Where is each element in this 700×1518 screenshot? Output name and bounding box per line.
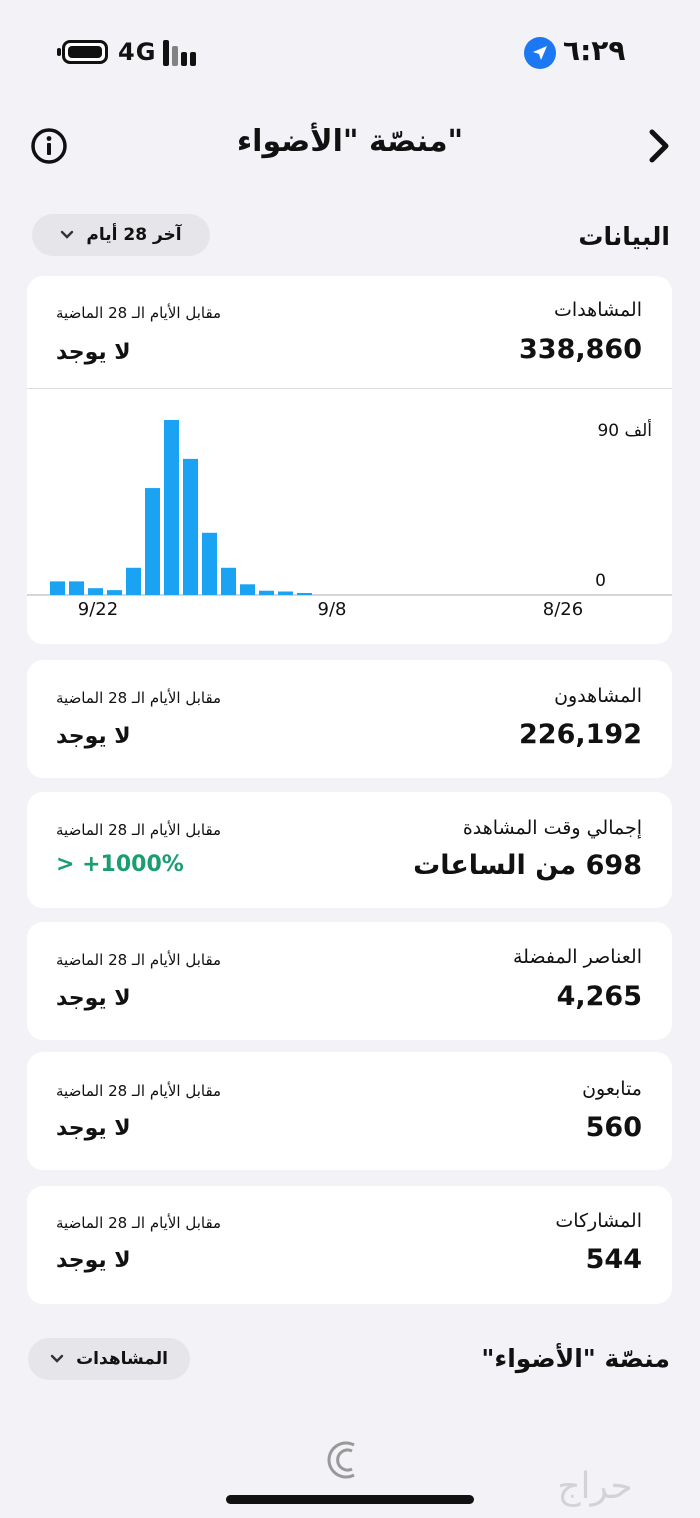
favorites-compare-label: مقابل الأيام الـ 28 الماضية bbox=[56, 951, 222, 969]
watch-time-compare-value: > +1000% bbox=[56, 852, 184, 877]
network-type: 4G bbox=[118, 38, 157, 66]
data-section-title: البيانات bbox=[578, 222, 670, 251]
viewers-compare-value: لا يوجد bbox=[56, 724, 131, 749]
followers-card[interactable]: متابعون 560 مقابل الأيام الـ 28 الماضية … bbox=[27, 1052, 672, 1170]
chevron-down-icon bbox=[61, 230, 74, 239]
favorites-card[interactable]: العناصر المفضلة 4,265 مقابل الأيام الـ 2… bbox=[27, 922, 672, 1040]
watch-time-card[interactable]: إجمالي وقت المشاهدة 698 من الساعات مقابل… bbox=[27, 792, 672, 908]
chart-bar bbox=[202, 532, 217, 595]
metric-dropdown[interactable]: المشاهدات bbox=[28, 1338, 190, 1380]
views-label: المشاهدات bbox=[554, 299, 642, 321]
followers-value: 560 bbox=[585, 1112, 642, 1143]
status-time: ٦:٢٩ bbox=[563, 34, 626, 67]
watch-time-label: إجمالي وقت المشاهدة bbox=[462, 817, 642, 839]
shares-value: 544 bbox=[585, 1244, 642, 1275]
chart-bar bbox=[69, 581, 84, 595]
followers-compare-value: لا يوجد bbox=[56, 1116, 131, 1141]
x-tick-label: 9/22 bbox=[78, 599, 118, 620]
svg-text:حراج: حراج bbox=[557, 1466, 632, 1507]
favorites-value: 4,265 bbox=[556, 981, 642, 1012]
viewers-card[interactable]: المشاهدون 226,192 مقابل الأيام الـ 28 ال… bbox=[27, 660, 672, 778]
viewers-label: المشاهدون bbox=[554, 685, 642, 707]
chart-bar bbox=[221, 567, 236, 595]
chart-bar bbox=[126, 567, 141, 595]
chart-bar bbox=[259, 590, 274, 595]
viewers-value: 226,192 bbox=[519, 719, 642, 750]
date-range-dropdown[interactable]: آخر 28 أيام bbox=[32, 214, 210, 256]
divider bbox=[27, 388, 672, 389]
date-range-label: آخر 28 أيام bbox=[86, 225, 182, 245]
viewers-compare-label: مقابل الأيام الـ 28 الماضية bbox=[56, 689, 222, 707]
location-arrow-icon bbox=[524, 37, 556, 69]
chart-bar bbox=[88, 588, 103, 595]
platform-section-title: منصّة "الأضواء" bbox=[481, 1344, 670, 1373]
home-indicator bbox=[226, 1495, 474, 1504]
chart-bar bbox=[107, 590, 122, 595]
status-bar: 4G ٦:٢٩ bbox=[0, 0, 700, 100]
info-icon[interactable] bbox=[30, 127, 68, 165]
favorites-label: العناصر المفضلة bbox=[512, 946, 642, 968]
followers-label: متابعون bbox=[582, 1078, 642, 1100]
chart-bar bbox=[50, 581, 65, 595]
chart-bar bbox=[278, 591, 293, 595]
shares-label: المشاركات bbox=[555, 1210, 642, 1232]
chart-bar bbox=[145, 488, 160, 595]
favorites-compare-value: لا يوجد bbox=[56, 986, 131, 1011]
signal-icon bbox=[163, 40, 203, 66]
watch-time-compare-label: مقابل الأيام الـ 28 الماضية bbox=[56, 821, 222, 839]
shares-compare-label: مقابل الأيام الـ 28 الماضية bbox=[56, 1214, 222, 1232]
watermark-logo: حراج bbox=[500, 1460, 690, 1510]
loading-logo-icon bbox=[324, 1437, 364, 1483]
shares-card[interactable]: المشاركات 544 مقابل الأيام الـ 28 الماضي… bbox=[27, 1186, 672, 1304]
chevron-down-icon bbox=[50, 1354, 64, 1363]
page-title: منصّة "الأضواء" bbox=[236, 124, 464, 159]
chart-bar bbox=[183, 458, 198, 595]
y-tick-top: 90 ألف bbox=[597, 419, 652, 441]
chart-bar bbox=[297, 593, 312, 595]
metric-dropdown-label: المشاهدات bbox=[76, 1349, 168, 1369]
views-card[interactable]: المشاهدات 338,860 مقابل الأيام الـ 28 ال… bbox=[27, 276, 672, 644]
views-value: 338,860 bbox=[519, 334, 642, 365]
followers-compare-label: مقابل الأيام الـ 28 الماضية bbox=[56, 1082, 222, 1100]
back-chevron-icon[interactable] bbox=[644, 128, 674, 164]
y-tick-zero: 0 bbox=[595, 571, 606, 591]
watch-time-value: 698 من الساعات bbox=[413, 850, 642, 881]
battery-icon bbox=[57, 40, 108, 64]
chart-bar bbox=[164, 420, 179, 595]
chart-bar bbox=[240, 584, 255, 595]
views-compare-value: لا يوجد bbox=[56, 340, 131, 365]
views-chart: 90 ألف 0 9/22 9/8 8/26 bbox=[27, 419, 672, 620]
shares-compare-value: لا يوجد bbox=[56, 1248, 131, 1273]
x-tick-label: 8/26 bbox=[543, 599, 583, 620]
views-compare-label: مقابل الأيام الـ 28 الماضية bbox=[56, 304, 222, 322]
x-tick-label: 9/8 bbox=[318, 599, 347, 620]
